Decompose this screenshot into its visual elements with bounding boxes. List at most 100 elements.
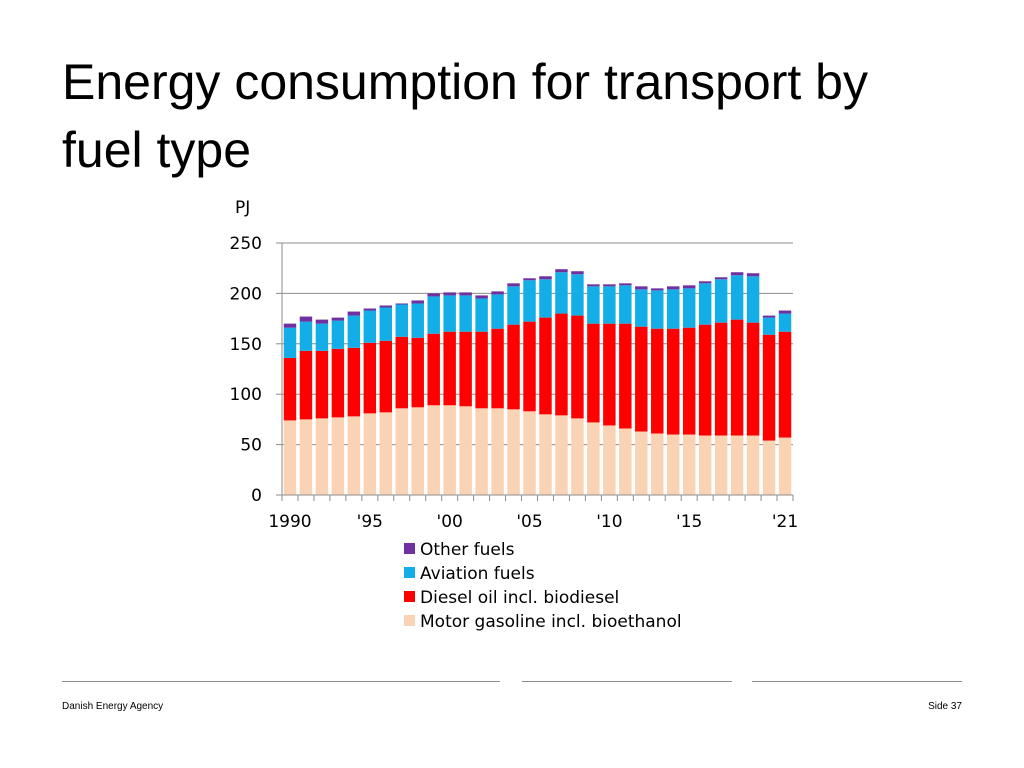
- bar-2011-series-3: [619, 283, 632, 286]
- bar-1990-series-2: [283, 327, 297, 358]
- legend-swatch-3: [404, 615, 415, 626]
- bar-1999-series-3: [427, 293, 440, 297]
- bar-1991-series-3: [299, 316, 313, 322]
- bar-2019-series-3: [746, 273, 760, 277]
- bar-1998-series-3: [411, 300, 424, 304]
- bar-2000-series-1: [443, 331, 456, 406]
- bar-2016-series-3: [698, 281, 712, 284]
- bars: [283, 269, 792, 495]
- bar-2005-series-0: [523, 411, 536, 495]
- bar-2009-series-2: [587, 286, 600, 324]
- y-tick-label-250: 250: [230, 234, 262, 254]
- legend-swatch-0: [404, 543, 415, 554]
- bar-1999-series-0: [427, 405, 440, 495]
- y-tick-labels: 0 50 100 150 200 250: [230, 234, 262, 506]
- bar-2021-series-1: [778, 331, 792, 438]
- y-tick-label-150: 150: [230, 335, 262, 355]
- bar-2001-series-2: [459, 295, 472, 332]
- bar-2005-series-1: [523, 321, 536, 412]
- bar-2008-series-1: [571, 315, 584, 419]
- bar-1995-series-0: [363, 413, 377, 495]
- bar-2008-series-0: [571, 418, 584, 495]
- bar-2017-series-3: [714, 277, 728, 280]
- bar-2014-series-3: [667, 286, 680, 290]
- bar-2015-series-0: [682, 434, 696, 495]
- bar-2012-series-1: [635, 326, 648, 432]
- bar-2001-series-1: [459, 331, 472, 407]
- y-axis-label: PJ: [235, 198, 250, 218]
- bar-1997-series-0: [395, 408, 408, 495]
- bar-2008-series-2: [571, 274, 584, 316]
- bar-2013-series-2: [651, 290, 664, 329]
- bar-2012-series-0: [635, 431, 648, 495]
- bar-1995-series-3: [363, 308, 377, 311]
- bar-1994-series-2: [347, 315, 361, 348]
- bar-2015-series-1: [682, 327, 696, 435]
- bar-1998-series-0: [411, 407, 424, 495]
- legend: Other fuels Aviation fuels Diesel oil incl…: [404, 540, 682, 632]
- bar-1998-series-2: [411, 303, 424, 338]
- x-tick-label-31: '21: [772, 512, 798, 532]
- bar-2017-series-1: [714, 322, 728, 436]
- bar-1996-series-0: [379, 412, 393, 495]
- bar-1996-series-1: [379, 340, 393, 413]
- bar-2009-series-1: [587, 323, 600, 423]
- bar-2016-series-2: [698, 283, 712, 325]
- legend-label-1: Aviation fuels: [420, 564, 535, 584]
- bar-1994-series-1: [347, 347, 361, 417]
- bar-2013-series-3: [651, 288, 664, 291]
- bar-2019-series-2: [746, 276, 760, 323]
- bar-2002-series-2: [475, 298, 488, 332]
- bar-2012-series-2: [635, 289, 648, 327]
- bar-2003-series-3: [491, 291, 504, 295]
- y-tick-label-200: 200: [230, 284, 262, 304]
- bar-2011-series-2: [619, 285, 632, 324]
- bar-2004-series-1: [507, 324, 520, 410]
- bar-2011-series-0: [619, 428, 632, 495]
- x-tick-label-5: '95: [357, 512, 383, 532]
- footer-divider-right: [752, 681, 962, 682]
- bar-1997-series-2: [395, 304, 408, 337]
- legend-label-0: Other fuels: [420, 540, 515, 560]
- bar-2009-series-0: [587, 422, 600, 495]
- bar-2000-series-3: [443, 292, 456, 296]
- bar-2002-series-1: [475, 331, 488, 409]
- legend-label-3: Motor gasoline incl. bioethanol: [420, 612, 682, 632]
- bar-2018-series-3: [730, 272, 744, 276]
- bar-2005-series-2: [523, 280, 536, 322]
- bar-2010-series-0: [603, 425, 616, 495]
- bar-2012-series-3: [635, 286, 648, 290]
- bar-1992-series-1: [315, 350, 329, 419]
- bar-2000-series-2: [443, 295, 456, 332]
- bar-2014-series-2: [667, 289, 680, 329]
- bar-1999-series-2: [427, 296, 440, 334]
- bar-2014-series-1: [667, 328, 680, 435]
- footer-divider-left: [62, 681, 500, 682]
- bar-2006-series-2: [539, 279, 552, 318]
- bar-2010-series-3: [603, 284, 616, 287]
- bar-1993-series-3: [331, 317, 345, 321]
- bar-2013-series-1: [651, 328, 664, 434]
- bar-1993-series-2: [331, 320, 345, 349]
- bar-2020-series-0: [762, 440, 776, 495]
- bar-2004-series-2: [507, 286, 520, 325]
- y-tick-label-100: 100: [230, 385, 262, 405]
- bar-2019-series-1: [746, 322, 760, 436]
- bar-1995-series-2: [363, 310, 377, 343]
- bar-2016-series-0: [698, 435, 712, 495]
- bar-2013-series-0: [651, 433, 664, 495]
- bar-2016-series-1: [698, 324, 712, 436]
- bar-1998-series-1: [411, 337, 424, 408]
- bar-2001-series-3: [459, 292, 472, 296]
- bar-2021-series-2: [778, 313, 792, 332]
- bar-2000-series-0: [443, 405, 456, 495]
- legend-label-2: Diesel oil incl. biodiesel: [420, 588, 619, 608]
- bar-2020-series-1: [762, 334, 776, 441]
- bar-2007-series-2: [555, 272, 568, 314]
- legend-swatch-1: [404, 567, 415, 578]
- bar-2008-series-3: [571, 271, 584, 275]
- bar-2020-series-2: [762, 317, 776, 335]
- bar-2003-series-0: [491, 408, 504, 495]
- bar-2017-series-2: [714, 279, 728, 323]
